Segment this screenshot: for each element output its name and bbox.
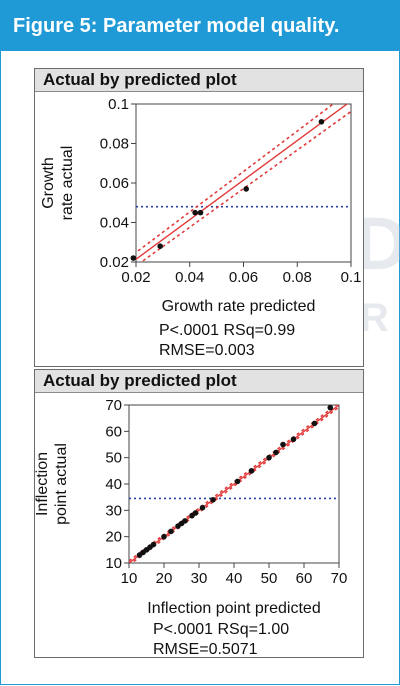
chart-2-stat-rmse: RMSE=0.5071 (153, 641, 258, 658)
chart-2-x-tick-label: 70 (331, 570, 348, 587)
chart-1-y-axis-label-line: Growth (40, 157, 57, 209)
chart-2-plot: 10 20 30 40 50 60 70 10 20 30 40 50 60 70 Inflection p… (34, 397, 347, 617)
chart-1-point (243, 186, 249, 192)
chart-1-ci-lower (139, 110, 351, 262)
chart-1-stat-p-rsq: P<.0001 RSq=0.99 (159, 322, 296, 339)
chart-2-y-tick-label: 40 (105, 476, 122, 493)
chart-2-x-tick-label: 10 (121, 570, 138, 587)
chart-2-x-tick-label: 40 (226, 570, 243, 587)
chart-2-y-tick-label: 50 (105, 450, 122, 467)
chart-1-y-axis-label: Growth rate actual (40, 146, 76, 221)
chart-1-fit-line (136, 104, 349, 261)
chart-2-x-tick-label: 20 (156, 570, 173, 587)
chart-2-point (248, 468, 255, 474)
chart-1-frame (135, 103, 352, 263)
chart-2-stat-p-rsq: P<.0001 RSq=1.00 (153, 621, 290, 638)
chart-1-x-tick-label: 0.06 (229, 269, 258, 286)
chart-1-y-tick-label: 0.06 (100, 175, 129, 192)
chart-1-y-tick-label: 0.02 (100, 254, 129, 271)
chart-1-x-tick-label: 0.1 (341, 269, 362, 286)
chart-2-y-axis-label: Inflection point actual (34, 443, 70, 525)
chart-1-point (130, 255, 137, 261)
chart-2-y-tick-label: 20 (105, 529, 122, 546)
chart-2-point (161, 533, 167, 540)
chart-1-point (197, 209, 204, 216)
figure-title: Figure 5: Parameter model quality. (13, 15, 340, 37)
chart-1-title: Actual by predicted plot (35, 69, 363, 92)
chart-2-x-tick-label: 50 (261, 570, 278, 587)
chart-2-point (311, 420, 318, 427)
chart-1-inner (136, 104, 351, 262)
chart-1-y-tick-label: 0.1 (108, 96, 129, 113)
chart-2-y-tick-label: 30 (105, 502, 122, 519)
chart-2-point (266, 454, 272, 461)
chart-1-y-axis-label-line: rate actual (59, 146, 76, 221)
chart-1-y-tick-label: 0.04 (100, 215, 129, 232)
chart-2-point (273, 449, 279, 456)
chart-2-x-tick-label: 60 (296, 570, 313, 587)
figure-header: Figure 5: Parameter model quality. (1, 1, 400, 51)
chart-1-plot: 0.02 0.04 0.06 0.08 0.1 0.02 0.04 0.06 0.08 0.1 Gr… (40, 96, 362, 315)
chart-2-y-tick-label: 70 (105, 397, 122, 414)
chart-2-point (182, 518, 188, 524)
chart-2-point (234, 478, 241, 485)
chart-2-x-tick-label: 30 (191, 570, 208, 587)
chart-1-x-tick-label: 0.08 (283, 269, 312, 286)
chart-1-point (192, 209, 198, 216)
chart-2-point (199, 504, 206, 511)
chart-1-point (157, 243, 163, 249)
chart-1-x-tick-label: 0.02 (121, 269, 150, 286)
chart-2-point (168, 528, 174, 535)
chart-2-point (327, 404, 334, 411)
chart-2-y-tick-label: 10 (105, 555, 122, 572)
chart-2-x-axis-label: Inflection point predicted (147, 600, 320, 617)
chart-1-stat-rmse: RMSE=0.003 (159, 342, 255, 359)
chart-2-point (280, 441, 286, 448)
chart-2-point (210, 497, 216, 503)
chart-2-point (192, 510, 199, 516)
chart-2-y-tick-label: 60 (105, 423, 122, 440)
chart-1-x-axis-label: Growth rate predicted (162, 298, 316, 315)
chart-2-point (290, 436, 297, 443)
chart-2-title: Actual by predicted plot (35, 370, 363, 393)
chart-2-y-axis-label-line: point actual (53, 443, 70, 525)
chart-1-x-tick-label: 0.04 (175, 269, 204, 286)
chart-2-point (150, 541, 157, 548)
chart-1-point (318, 118, 325, 125)
chart-1-y-tick-label: 0.08 (100, 136, 129, 153)
chart-2-y-axis-label-line: Inflection (34, 452, 51, 516)
